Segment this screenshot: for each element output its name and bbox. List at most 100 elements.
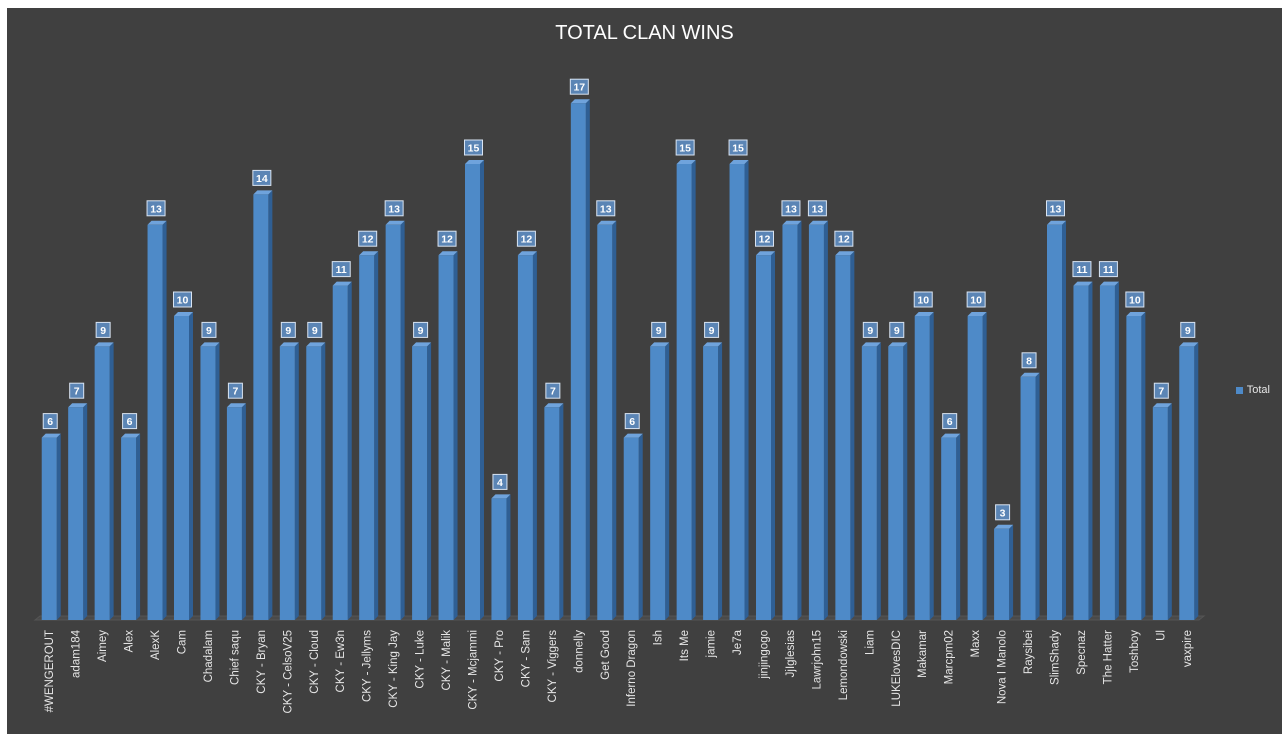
- data-label: 7: [550, 386, 556, 398]
- data-label-box: [675, 139, 695, 156]
- data-label: 9: [418, 325, 424, 337]
- bar: [756, 255, 771, 620]
- legend: Total: [1235, 384, 1270, 396]
- bar-side: [929, 312, 934, 620]
- data-label: 13: [388, 203, 400, 215]
- bar: [729, 164, 745, 620]
- bar-side: [1088, 281, 1093, 620]
- bar-group: 9: [703, 321, 723, 620]
- data-label: 10: [970, 295, 982, 307]
- data-label-box: [1180, 321, 1196, 338]
- bar-top: [1126, 312, 1146, 316]
- bar: [68, 407, 84, 620]
- bar-side: [109, 342, 114, 620]
- bar: [782, 224, 798, 621]
- data-label-box: [942, 413, 958, 430]
- bar: [1047, 224, 1062, 621]
- bar-top: [994, 524, 1014, 529]
- bar: [1126, 316, 1142, 620]
- chart-title: TOTAL CLAN WINS: [555, 22, 734, 44]
- bar-group: 17: [569, 78, 590, 620]
- data-label-box: [545, 382, 561, 399]
- x-tick-label: CKY - Pro: [494, 630, 506, 682]
- data-label-box: [1072, 261, 1092, 278]
- bar: [359, 255, 375, 620]
- bar: [253, 194, 269, 620]
- data-label-box: [280, 321, 296, 338]
- x-tick-label: CKY - Jellyms: [362, 630, 374, 702]
- data-label: 11: [336, 264, 347, 276]
- bar-top: [306, 342, 326, 347]
- bar-top: [438, 251, 458, 256]
- x-tick-label: LUKElovesDIC: [891, 630, 903, 707]
- bar-side: [427, 342, 432, 620]
- bar-side: [56, 433, 61, 620]
- bar-top: [676, 160, 696, 164]
- data-label: 6: [629, 416, 635, 428]
- bar-side: [638, 433, 643, 620]
- bar: [808, 224, 824, 621]
- bar: [332, 285, 348, 620]
- data-label-box: [227, 382, 243, 399]
- x-tick-label: SlimShady: [1050, 630, 1062, 685]
- data-label-box: [1046, 200, 1065, 217]
- bar: [994, 528, 1010, 620]
- data-label: 9: [100, 325, 106, 337]
- data-label: 8: [1026, 355, 1032, 367]
- bar-group: 7: [226, 382, 246, 620]
- bar-group: 15: [464, 139, 484, 620]
- x-tick-label: Makamar: [917, 630, 929, 678]
- bar: [226, 407, 242, 620]
- x-tick-label: CKY - Sam: [520, 630, 532, 687]
- bar-top: [650, 342, 670, 347]
- bar-top: [544, 403, 564, 408]
- data-label: 6: [47, 416, 53, 428]
- data-label-box: [1125, 291, 1145, 308]
- bar-side: [215, 342, 220, 620]
- bar: [121, 437, 137, 620]
- data-label-box: [1098, 261, 1118, 278]
- bar-side: [506, 494, 511, 620]
- data-label: 12: [521, 234, 533, 246]
- data-label: 13: [600, 203, 612, 215]
- x-tick-label: Lawrjohn15: [811, 630, 823, 689]
- bar-group: 9: [200, 321, 220, 620]
- data-label: 12: [838, 234, 850, 246]
- data-label-box: [995, 504, 1011, 521]
- x-tick-label: Get Good: [600, 630, 612, 680]
- bar-top: [68, 403, 88, 408]
- data-label: 13: [1050, 203, 1062, 215]
- bar-side: [665, 342, 670, 620]
- x-tick-label: #WENGEROUT: [44, 630, 56, 712]
- data-label-box: [966, 291, 986, 308]
- bar-group: 10: [966, 291, 987, 620]
- bar: [147, 224, 163, 621]
- bar: [517, 255, 533, 620]
- bar: [438, 255, 454, 620]
- data-label: 11: [1103, 264, 1114, 276]
- data-label-box: [913, 291, 933, 308]
- bar-group: 13: [596, 200, 617, 621]
- bar-side: [1009, 524, 1014, 620]
- bar: [491, 498, 507, 620]
- bar-top: [861, 342, 881, 347]
- bar-side: [1035, 372, 1040, 620]
- bar-side: [189, 312, 193, 620]
- x-tick-label: Je7a: [732, 629, 744, 655]
- data-label-box: [492, 473, 508, 490]
- data-label-box: [728, 139, 748, 156]
- bar-side: [374, 251, 379, 620]
- data-label-box: [42, 413, 58, 430]
- bar-group: 9: [279, 321, 299, 620]
- bar-top: [147, 220, 167, 225]
- data-label: 4: [497, 477, 503, 489]
- bar-side: [691, 160, 696, 620]
- data-label-box: [173, 291, 192, 308]
- data-label: 7: [74, 386, 80, 398]
- bar-side: [1062, 220, 1066, 621]
- data-label-box: [122, 413, 138, 430]
- data-label-box: [384, 200, 404, 217]
- data-label: 11: [1076, 264, 1087, 276]
- bar-side: [585, 99, 590, 620]
- bar-group: 9: [888, 321, 908, 620]
